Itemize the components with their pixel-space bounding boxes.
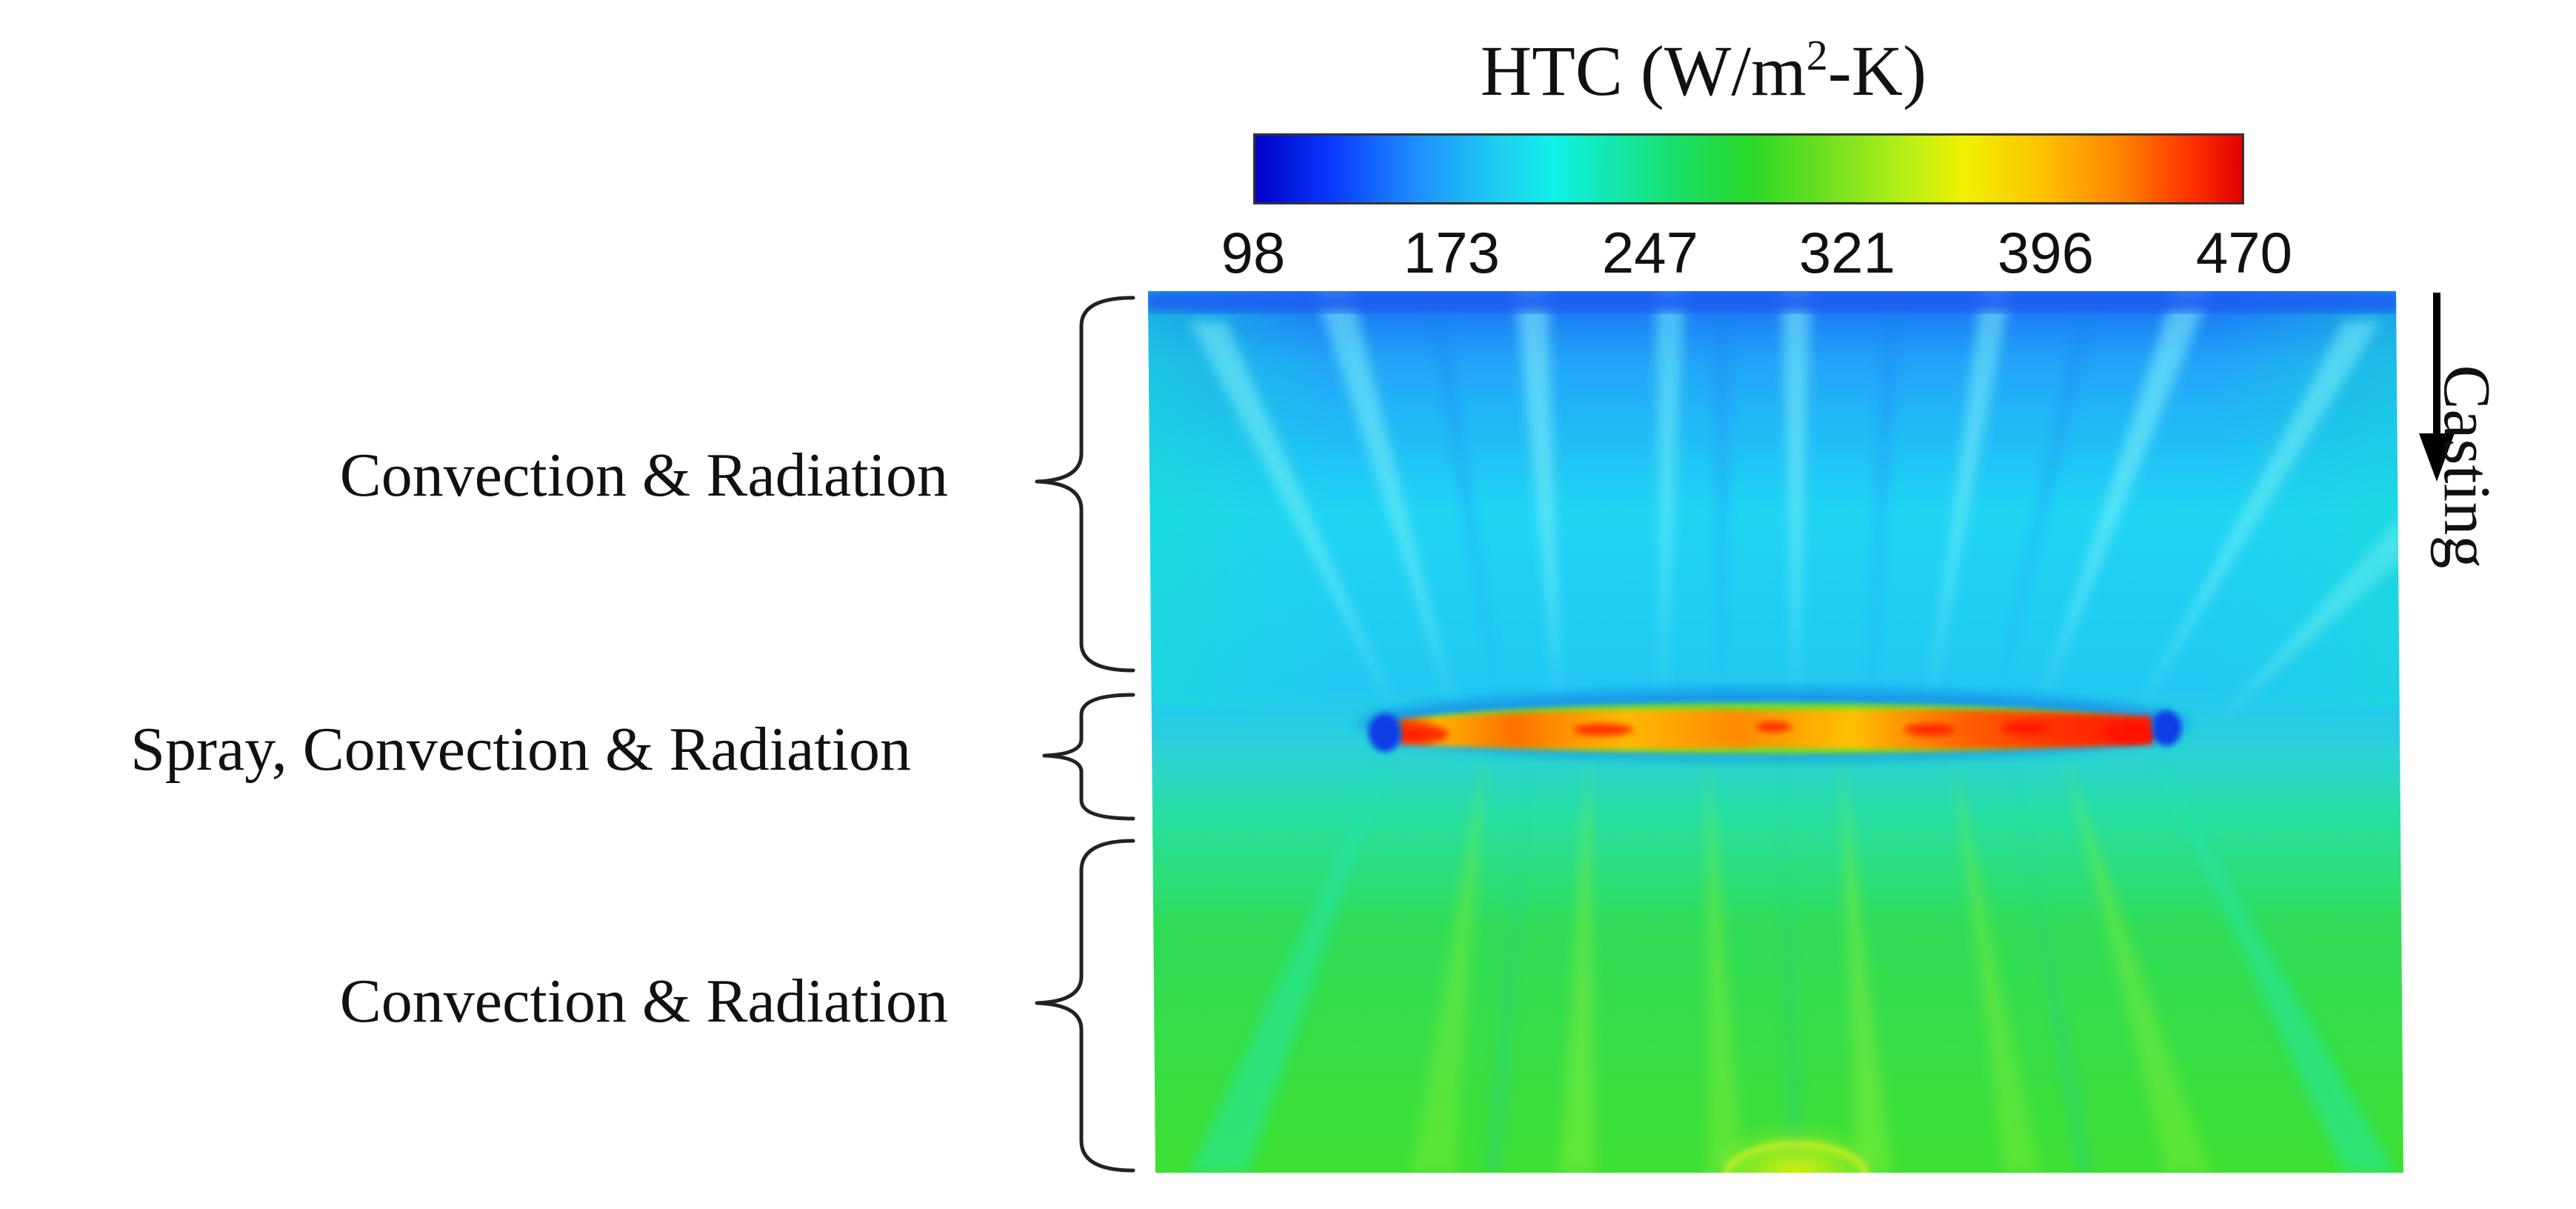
colorbar-tick-4: 396 [1997, 220, 2095, 285]
brace-upper [1035, 296, 1135, 673]
colorbar-title: HTC (W/m2-K) [1259, 15, 2148, 112]
brace-lower [1035, 839, 1135, 1173]
casting-label: Casting [2430, 364, 2503, 569]
brace-spray [1042, 693, 1135, 821]
colorbar-tick-5: 470 [2195, 220, 2293, 285]
colorbar-tick-0: 98 [1221, 220, 1286, 285]
zone-label-upper: Convection & Radiation [339, 441, 948, 510]
colorbar-title-prefix: HTC (W/m [1480, 31, 1806, 110]
casting-direction-arrow [2419, 293, 2455, 482]
colorbar-tick-1: 173 [1403, 220, 1501, 285]
colorbar-tick-2: 247 [1601, 220, 1699, 285]
colorbar-tick-3: 321 [1798, 220, 1896, 285]
colorbar-gradient [1253, 133, 2244, 204]
zone-label-spray: Spray, Convection & Radiation [130, 715, 911, 784]
zone-label-lower: Convection & Radiation [339, 967, 948, 1036]
colorbar-title-suffix: -K) [1827, 31, 1927, 110]
colorbar-title-superscript: 2 [1806, 31, 1828, 79]
htc-contour-plot [1148, 291, 2403, 1173]
